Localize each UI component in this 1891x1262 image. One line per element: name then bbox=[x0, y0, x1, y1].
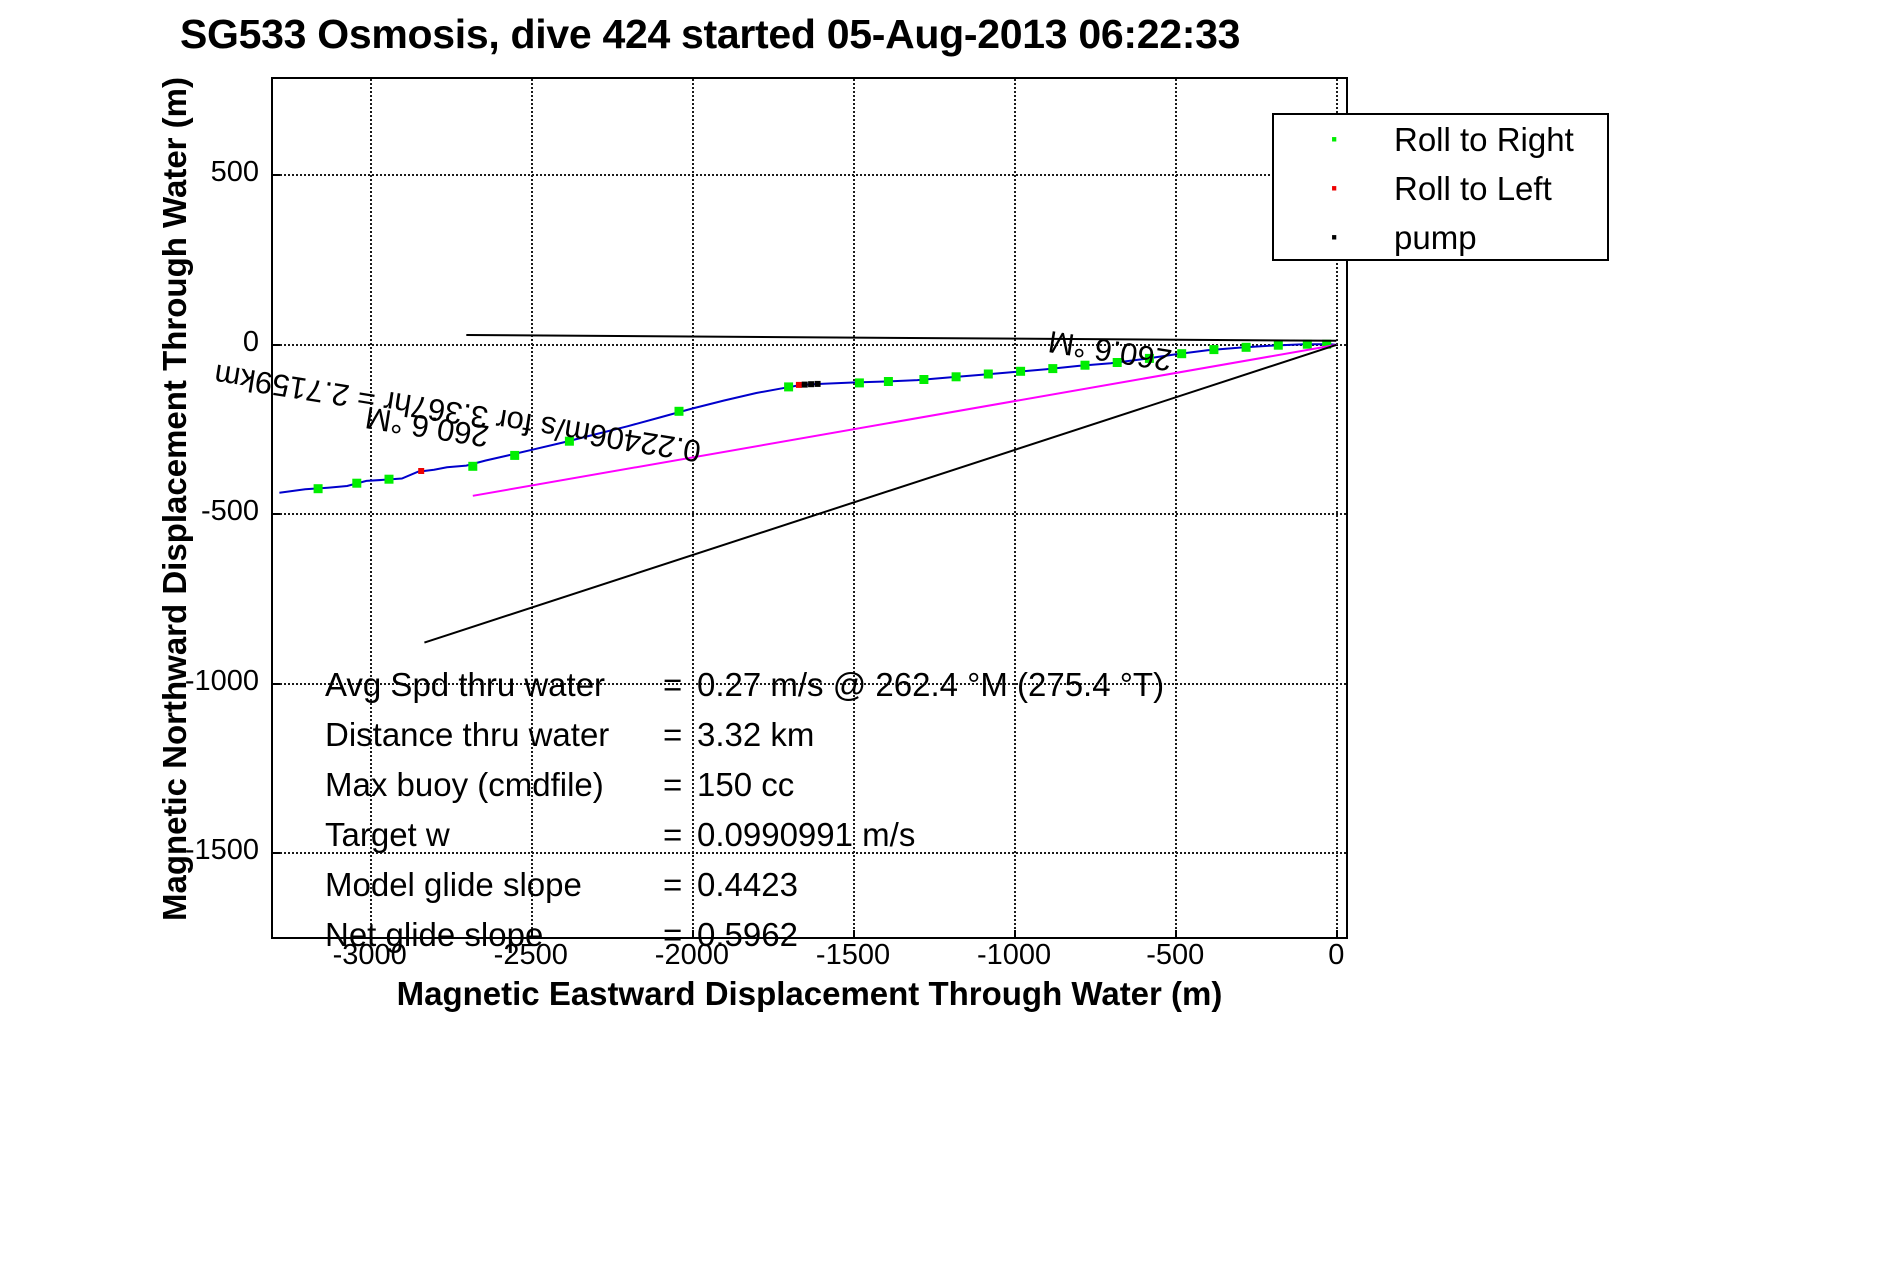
statistic-equals: = bbox=[663, 716, 683, 753]
statistic-row: Avg Spd thru water = 0.27 m/s @ 262.4 °M (… bbox=[325, 660, 1164, 710]
statistic-value: 0.5962 bbox=[697, 916, 798, 953]
x-tick-mark bbox=[1175, 930, 1178, 939]
statistic-key: Model glide slope bbox=[325, 866, 582, 903]
statistic-equals: = bbox=[663, 816, 683, 853]
gridline-vertical bbox=[369, 79, 372, 937]
statistic-row: Model glide slope = 0.4423 bbox=[325, 860, 1164, 910]
statistic-key: Target w bbox=[325, 816, 450, 853]
statistic-value: 0.27 m/s @ 262.4 °M (275.4 °T) bbox=[697, 666, 1165, 703]
plot-area bbox=[271, 77, 1348, 939]
legend-item[interactable]: · Roll to Left bbox=[1330, 169, 1552, 207]
page-title: SG533 Osmosis, dive 424 started 05-Aug-2… bbox=[180, 11, 1241, 57]
legend-label: Roll to Left bbox=[1394, 169, 1552, 207]
statistic-key: Net glide slope bbox=[325, 916, 544, 953]
statistic-row: Max buoy (cmdfile) = 150 cc bbox=[325, 760, 1164, 810]
statistic-key: Max buoy (cmdfile) bbox=[325, 766, 604, 803]
y-tick-mark bbox=[271, 682, 280, 685]
y-tick-mark bbox=[271, 173, 280, 176]
gridline-horizontal bbox=[273, 852, 1346, 855]
x-tick-label: -1000 bbox=[977, 939, 1052, 971]
x-tick-label: -2500 bbox=[493, 939, 568, 971]
y-tick-mark bbox=[271, 513, 280, 516]
statistic-row: Distance thru water = 3.32 km bbox=[325, 710, 1164, 760]
legend-label: pump bbox=[1394, 218, 1477, 256]
x-tick-label: -1500 bbox=[815, 939, 891, 971]
statistic-value: 150 cc bbox=[697, 766, 795, 803]
x-axis-label: Magnetic Eastward Displacement Through W… bbox=[396, 975, 1223, 1012]
y-tick-label: 500 bbox=[210, 155, 259, 188]
y-tick-mark bbox=[271, 852, 280, 855]
statistic-key: Distance thru water bbox=[325, 716, 610, 753]
y-tick-label: 0 bbox=[242, 325, 259, 358]
x-tick-label: 0 bbox=[1328, 939, 1345, 971]
x-tick-label: -2000 bbox=[654, 939, 729, 971]
legend-item[interactable]: · Roll to Right bbox=[1330, 120, 1574, 158]
x-tick-mark bbox=[691, 930, 694, 939]
statistic-value: 0.0990991 m/s bbox=[697, 816, 916, 853]
y-tick-label: -1500 bbox=[184, 834, 259, 867]
x-tick-label: -500 bbox=[1146, 939, 1205, 971]
statistic-value: 3.32 km bbox=[697, 716, 815, 753]
statistic-row: Target w = 0.0990991 m/s bbox=[325, 810, 1164, 860]
statistic-equals: = bbox=[663, 666, 683, 703]
y-tick-mark bbox=[271, 343, 280, 346]
statistic-key: Avg Spd thru water bbox=[325, 666, 606, 703]
statistic-equals: = bbox=[663, 766, 683, 803]
statistics-block: Avg Spd thru water = 0.27 m/s @ 262.4 °M (… bbox=[325, 660, 1164, 960]
statistic-value: 0.4423 bbox=[697, 866, 798, 903]
x-tick-label: -3000 bbox=[332, 939, 407, 971]
statistic-equals: = bbox=[663, 916, 683, 953]
gridline-vertical bbox=[1336, 79, 1339, 937]
legend-item[interactable]: · pump bbox=[1330, 218, 1477, 256]
gridline-horizontal bbox=[273, 173, 1346, 176]
statistic-equals: = bbox=[663, 866, 683, 903]
statistic-row: Net glide slope = 0.5962 bbox=[325, 910, 1164, 960]
y-tick-label: -500 bbox=[200, 495, 259, 528]
gridline-horizontal bbox=[273, 682, 1346, 685]
legend-label: Roll to Right bbox=[1394, 120, 1574, 158]
y-tick-label: -1000 bbox=[184, 664, 259, 697]
legend[interactable]: · Roll to Right · Roll to Left · pump bbox=[1272, 113, 1609, 261]
x-tick-mark bbox=[369, 930, 372, 939]
x-tick-mark bbox=[1014, 930, 1017, 939]
x-tick-mark bbox=[1336, 930, 1339, 939]
x-tick-mark bbox=[530, 930, 533, 939]
x-tick-mark bbox=[853, 930, 855, 939]
